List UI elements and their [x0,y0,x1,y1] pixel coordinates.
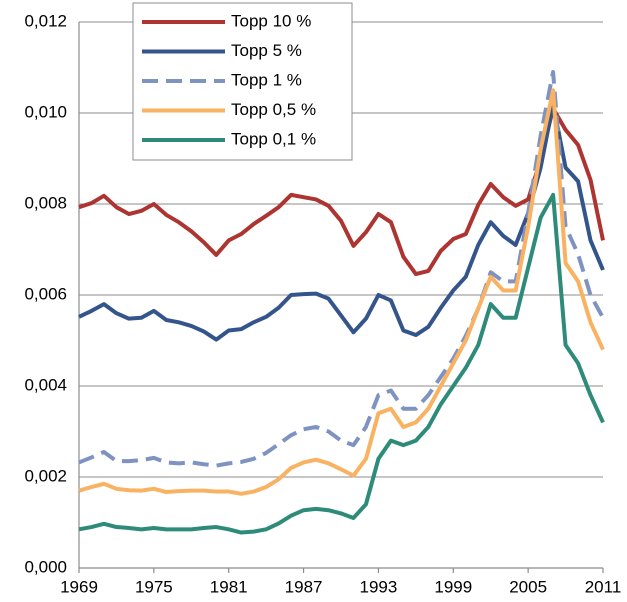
y-tick-label: 0,012 [24,11,67,30]
series-line [78,88,605,496]
x-tick-label: 1969 [60,577,98,596]
x-tick-label: 1993 [360,577,398,596]
legend-label: Topp 0,5 % [231,100,316,119]
x-tick-label: 1975 [135,577,173,596]
y-tick-label: 0,000 [24,557,67,576]
y-tick-label: 0,008 [24,193,67,212]
y-tick-label: 0,006 [24,284,67,303]
x-tick-label: 1999 [434,577,472,596]
series-line [78,101,605,342]
y-tick-label: 0,002 [24,466,67,485]
x-tick-label: 2011 [585,577,622,596]
x-tick-label: 1987 [285,577,323,596]
x-tick-label: 1981 [210,577,248,596]
legend-label: Topp 1 % [231,70,302,89]
series-line [78,106,605,277]
legend-label: Topp 0,1 % [231,129,316,148]
legend-label: Topp 5 % [231,41,302,60]
y-tick-label: 0,010 [24,102,67,121]
legend-label: Topp 10 % [231,11,311,30]
series-line [78,192,605,535]
x-tick-label: 2005 [509,577,547,596]
y-tick-label: 0,004 [24,375,67,394]
